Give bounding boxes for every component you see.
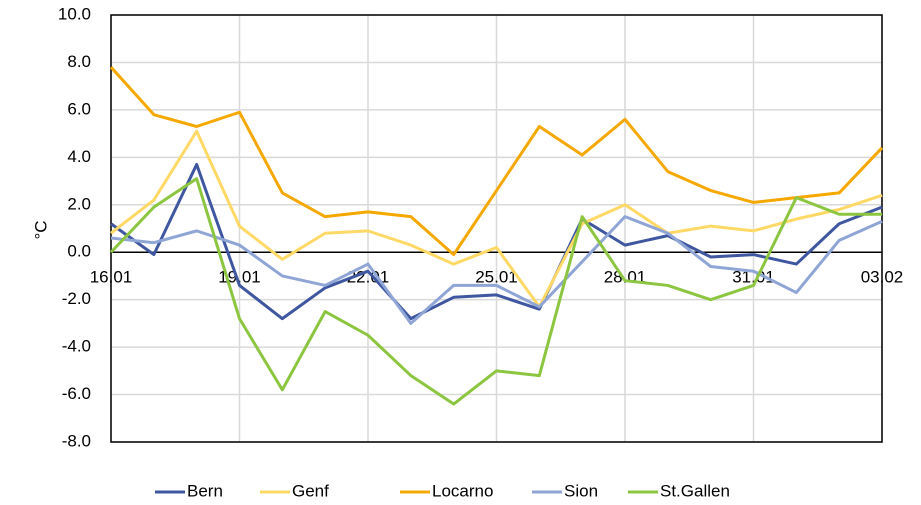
y-tick-label: -2.0 [62, 289, 91, 308]
y-tick-label: 10.0 [58, 4, 91, 23]
y-tick-label: -8.0 [62, 431, 91, 450]
y-axis-label: °C [31, 220, 50, 239]
series-line [109, 66, 884, 257]
y-tick-label: -6.0 [62, 384, 91, 403]
x-tick-label: 03.02 [861, 268, 904, 287]
x-tick-label: 31.01 [732, 268, 775, 287]
legend-label: Sion [564, 481, 598, 500]
y-tick-label: 2.0 [67, 194, 91, 213]
y-tick-label: 4.0 [67, 147, 91, 166]
legend-label: Bern [187, 481, 223, 500]
legend-label: Locarno [432, 481, 493, 500]
legend-label: Genf [292, 481, 329, 500]
series-line [110, 129, 883, 309]
x-tick-label: 16.01 [90, 268, 133, 287]
x-tick-label: 28.01 [604, 268, 647, 287]
x-tick-label: 25.01 [475, 268, 518, 287]
series-line [109, 177, 882, 406]
plot-border [110, 14, 883, 443]
y-tick-label: 6.0 [67, 99, 91, 118]
series-line [110, 215, 883, 325]
y-tick-label: 0.0 [67, 242, 91, 261]
y-tick-label: 8.0 [67, 52, 91, 71]
series-line [110, 162, 883, 321]
legend-label: St.Gallen [660, 481, 730, 500]
y-tick-label: -4.0 [62, 337, 91, 356]
